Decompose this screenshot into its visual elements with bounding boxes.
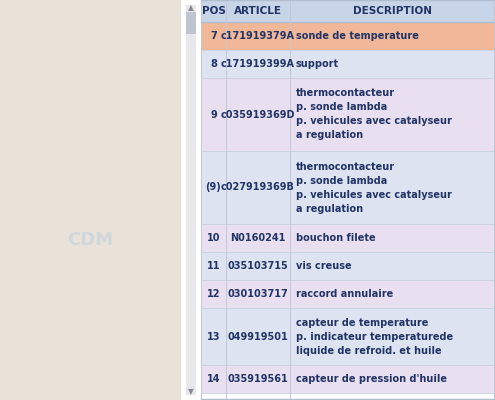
Text: 10: 10 [207,233,220,243]
Bar [186,5,196,395]
Text: raccord annulaire: raccord annulaire [296,289,393,299]
Text: vis creuse: vis creuse [296,261,351,271]
Bar [201,50,495,78]
Text: p. sonde lambda: p. sonde lambda [296,176,387,186]
Bar [201,151,495,224]
Text: c027919369B: c027919369B [221,182,295,192]
Text: N0160241: N0160241 [230,233,286,243]
Text: capteur de pression d'huile: capteur de pression d'huile [296,374,447,384]
Text: a regulation: a regulation [296,204,363,214]
Text: 11: 11 [207,261,220,271]
Text: (9): (9) [205,182,221,192]
Text: sonde de temperature: sonde de temperature [296,31,419,41]
Bar [186,12,196,34]
Bar [201,308,495,365]
Text: p. indicateur temperaturede: p. indicateur temperaturede [296,332,453,342]
Text: p. sonde lambda: p. sonde lambda [296,102,387,112]
Text: liquide de refroid. et huile: liquide de refroid. et huile [296,346,442,356]
Text: 14: 14 [207,374,220,384]
Text: c171919399A: c171919399A [221,59,295,69]
Text: thermocontacteur: thermocontacteur [296,88,395,98]
Text: 8: 8 [210,59,217,69]
Bar [201,78,495,151]
Bar [201,224,495,252]
Bar [201,280,495,308]
Text: p. vehicules avec catalyseur: p. vehicules avec catalyseur [296,116,452,126]
Text: 030103717: 030103717 [228,289,289,299]
Text: bouchon filete: bouchon filete [296,233,376,243]
Text: ▼: ▼ [188,388,194,396]
Text: c171919379A: c171919379A [221,31,295,41]
Text: 13: 13 [207,332,220,342]
Text: ARTICLE: ARTICLE [234,6,282,16]
Text: 9: 9 [210,110,217,120]
Text: POS: POS [201,6,225,16]
Text: 049919501: 049919501 [228,332,289,342]
Bar [181,0,201,400]
Bar [201,22,495,50]
Text: capteur de temperature: capteur de temperature [296,318,428,328]
Text: a regulation: a regulation [296,130,363,140]
Text: 035103715: 035103715 [228,261,289,271]
Bar [0,0,181,400]
Text: thermocontacteur: thermocontacteur [296,162,395,172]
Text: ▲: ▲ [188,4,194,12]
Bar [201,365,495,393]
Text: support: support [296,59,339,69]
Text: 035919561: 035919561 [228,374,289,384]
Text: c035919369D: c035919369D [221,110,295,120]
Text: DESCRIPTION: DESCRIPTION [353,6,432,16]
Bar [201,252,495,280]
Text: p. vehicules avec catalyseur: p. vehicules avec catalyseur [296,190,452,200]
Text: 7: 7 [210,31,217,41]
Bar [201,0,495,22]
Text: CDM: CDM [67,231,113,249]
Text: 12: 12 [207,289,220,299]
